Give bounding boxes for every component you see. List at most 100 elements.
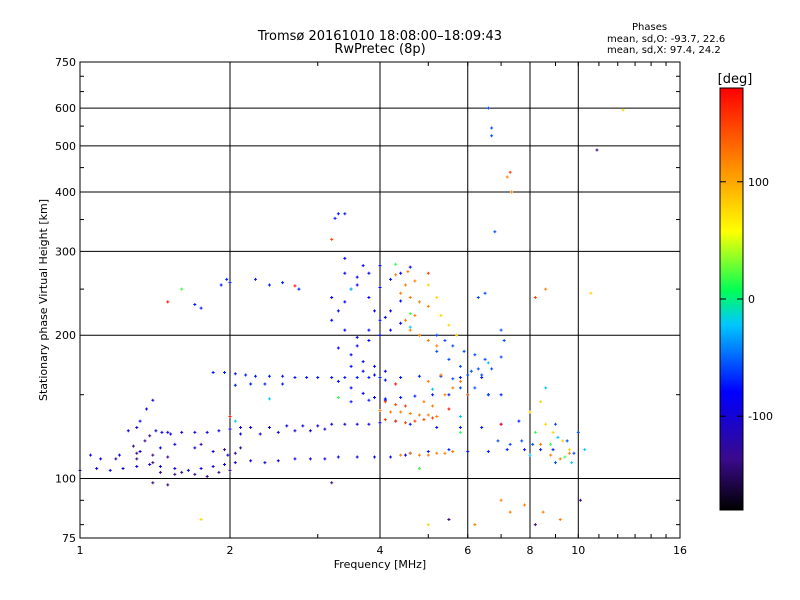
- echo-point: [486, 393, 490, 397]
- echo-point: [458, 414, 462, 418]
- echo-point: [378, 376, 382, 380]
- echo-point: [553, 461, 557, 465]
- echo-point: [211, 464, 215, 468]
- echo-point: [199, 466, 203, 470]
- echo-point: [330, 481, 334, 485]
- echo-point: [539, 448, 543, 452]
- echo-point: [193, 303, 197, 307]
- echo-point: [293, 429, 297, 433]
- echo-point: [330, 296, 334, 300]
- echo-point: [135, 425, 139, 429]
- echo-point: [180, 470, 184, 474]
- echo-point: [508, 170, 512, 174]
- echo-point: [166, 430, 170, 434]
- y-tick-label: 600: [55, 102, 76, 115]
- echo-point: [493, 230, 497, 234]
- echo-point: [549, 453, 553, 457]
- x-tick-label: 6: [464, 544, 471, 557]
- y-axis-label: Stationary phase Virtual Height [km]: [37, 199, 50, 401]
- echo-point: [154, 429, 158, 433]
- echo-point: [447, 407, 451, 411]
- echo-point: [435, 425, 439, 429]
- echo-point: [462, 349, 466, 353]
- echo-point: [180, 287, 184, 291]
- echo-point: [399, 376, 403, 380]
- echo-point: [422, 418, 426, 422]
- echo-point: [158, 470, 162, 474]
- echo-point: [451, 449, 455, 453]
- echo-point: [435, 344, 439, 348]
- echo-point: [499, 422, 503, 426]
- echo-point: [249, 459, 253, 463]
- echo-point: [378, 408, 382, 412]
- echo-point: [378, 318, 382, 322]
- echo-point: [355, 335, 359, 339]
- echo-point: [570, 461, 574, 465]
- echo-point: [285, 424, 289, 428]
- echo-point: [567, 448, 571, 452]
- echo-point: [148, 463, 152, 467]
- echo-point: [447, 448, 451, 452]
- y-tick-label: 750: [55, 56, 76, 69]
- echo-point: [323, 427, 327, 431]
- echo-point: [293, 284, 297, 288]
- echo-point: [253, 277, 257, 281]
- echo-point: [480, 376, 484, 380]
- echo-point: [583, 448, 587, 452]
- echo-point: [403, 421, 407, 425]
- echo-point: [435, 349, 439, 353]
- x-tick-label: 1: [77, 544, 84, 557]
- echo-point: [316, 376, 320, 380]
- echo-point: [367, 422, 371, 426]
- echo-point: [413, 394, 417, 398]
- echo-point: [480, 373, 484, 377]
- echo-point: [589, 291, 593, 295]
- echo-point: [403, 453, 407, 457]
- echo-point: [249, 382, 253, 386]
- echo-point: [539, 442, 543, 446]
- echo-point: [496, 439, 500, 443]
- echo-point: [413, 419, 417, 423]
- echo-point: [361, 369, 365, 373]
- echo-point: [186, 468, 190, 472]
- echo-point: [394, 262, 398, 266]
- echo-point: [126, 429, 130, 433]
- echo-point: [349, 364, 353, 368]
- echo-point: [455, 333, 459, 337]
- echo-point: [389, 328, 393, 332]
- echo-point: [399, 410, 403, 414]
- echo-point: [531, 442, 535, 446]
- echo-point: [406, 270, 410, 274]
- echo-point: [367, 271, 371, 275]
- echo-point: [293, 376, 297, 380]
- echo-point: [558, 518, 562, 522]
- echo-point: [451, 377, 455, 381]
- colorbar-tick-label: 100: [748, 176, 769, 189]
- echo-point: [408, 451, 412, 455]
- echo-point: [166, 300, 170, 304]
- echo-point: [458, 430, 462, 434]
- echo-point: [383, 378, 387, 382]
- echo-point: [367, 296, 371, 300]
- echo-point: [336, 455, 340, 459]
- echo-point: [408, 296, 412, 300]
- echo-point: [565, 439, 569, 443]
- echo-point: [373, 455, 377, 459]
- echo-point: [426, 523, 430, 527]
- echo-point: [389, 410, 393, 414]
- echo-point: [267, 374, 271, 378]
- echo-point: [563, 455, 567, 459]
- echo-point: [333, 216, 337, 220]
- echo-point: [373, 373, 377, 377]
- echo-point: [117, 453, 121, 457]
- echo-point: [389, 277, 393, 281]
- echo-point: [394, 382, 398, 386]
- echo-point: [447, 518, 451, 522]
- echo-point: [343, 212, 347, 216]
- echo-point: [451, 386, 455, 390]
- chart-title-line1: Tromsø 20161010 18:08:00–18:09:43: [257, 29, 503, 44]
- echo-point: [435, 296, 439, 300]
- y-tick-label: 500: [55, 140, 76, 153]
- echo-point: [361, 360, 365, 364]
- echo-point: [528, 453, 532, 457]
